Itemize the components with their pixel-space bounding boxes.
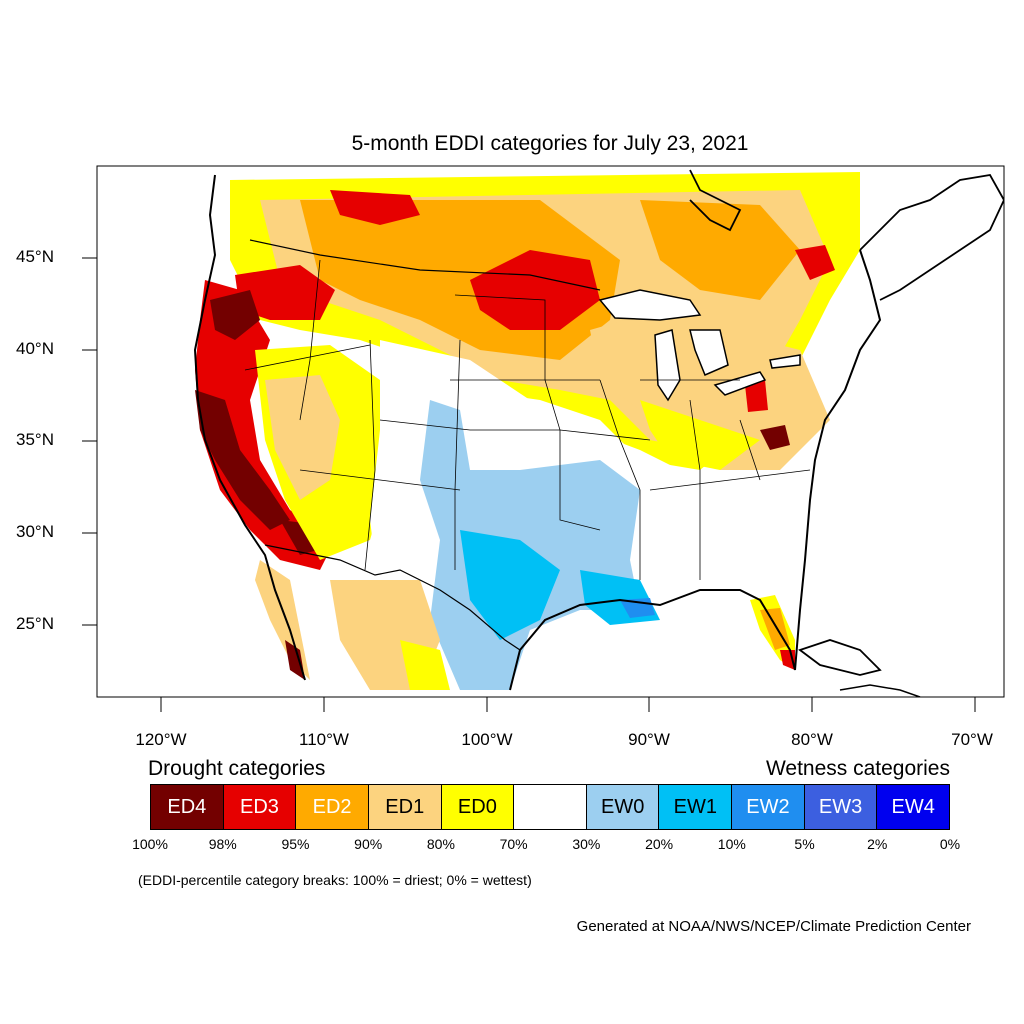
drought-categories-heading: Drought categories xyxy=(148,757,326,780)
region-ed2-florida xyxy=(760,608,790,650)
coastline-gulf xyxy=(509,589,796,691)
coastline-maritime xyxy=(859,174,1004,301)
lat-label: 30°N xyxy=(16,522,54,541)
legend-percentile-label: 5% xyxy=(794,836,815,852)
legend-category-normal xyxy=(514,785,587,829)
lon-label: 80°W xyxy=(791,730,833,749)
legend-percentile-label: 90% xyxy=(354,836,383,852)
lat-ticks xyxy=(82,257,97,626)
legend-category-ed3: ED3 xyxy=(223,785,297,829)
region-ed0-midwest xyxy=(640,400,760,470)
credit-line: Generated at NOAA/NWS/NCEP/Climate Predi… xyxy=(576,918,971,935)
legend-percentile-label: 0% xyxy=(939,836,961,852)
coastline-yucatan xyxy=(839,684,921,697)
lake-michigan xyxy=(654,329,681,402)
coastline-west xyxy=(193,174,306,681)
legend-category-ed0: ED0 xyxy=(441,785,515,829)
lat-label: 45°N xyxy=(16,247,54,266)
legend-percentile-label: 95% xyxy=(281,836,310,852)
lat-label: 35°N xyxy=(16,430,54,449)
coastline-hudson xyxy=(689,169,742,232)
border-canada xyxy=(249,239,601,291)
lake-superior xyxy=(598,289,702,321)
region-ed1-greatbasin xyxy=(265,375,340,500)
coastline-cuba xyxy=(798,639,882,676)
region-ed4-oregon xyxy=(210,290,260,340)
region-ed3-ohio xyxy=(745,380,768,412)
region-ed3-canada xyxy=(330,190,420,225)
lake-huron xyxy=(689,329,729,376)
region-ed0-mexico xyxy=(400,640,450,690)
lon-label: 90°W xyxy=(628,730,670,749)
region-ed2-northeast xyxy=(640,200,800,300)
lon-label: 70°W xyxy=(951,730,993,749)
lon-ticks xyxy=(160,697,976,712)
region-ew1-texas xyxy=(460,530,560,640)
legend-percentile-label: 100% xyxy=(132,836,168,852)
legend-category-ew1: EW1 xyxy=(659,785,733,829)
region-ed4-california xyxy=(195,390,290,530)
region-ed3-ontario xyxy=(795,245,835,280)
lon-label: 100°W xyxy=(461,730,513,749)
lon-label: 120°W xyxy=(135,730,187,749)
legend-percentile-label: 70% xyxy=(499,836,528,852)
coastline-east xyxy=(794,249,882,671)
category-note: (EDDI-percentile category breaks: 100% =… xyxy=(138,872,532,888)
legend-percentile-label: 10% xyxy=(717,836,746,852)
legend-percentile-label: 2% xyxy=(867,836,888,852)
border-mexico xyxy=(264,544,521,651)
legend-percentile-label: 20% xyxy=(645,836,674,852)
legend-percentile-label: 98% xyxy=(208,836,237,852)
lake-erie xyxy=(713,371,767,396)
region-ed3-northwest xyxy=(235,265,335,320)
lon-label: 110°W xyxy=(299,730,349,749)
legend-category-ed2: ED2 xyxy=(296,785,369,829)
lat-label: 40°N xyxy=(16,339,54,358)
legend-category-ed1: ED1 xyxy=(368,785,442,829)
legend-colorbar: ED4 ED3 ED2 ED1 ED0 EW0 EW1 EW2 EW3 EW4 xyxy=(150,784,950,830)
legend-category-ed4: ED4 xyxy=(151,785,224,829)
legend-category-ew2: EW2 xyxy=(732,785,805,829)
region-ew0-southcentral xyxy=(420,400,640,690)
map-frame xyxy=(96,165,1005,698)
lake-ontario xyxy=(769,354,801,369)
legend-category-ew4: EW4 xyxy=(877,785,950,829)
region-ed3-virginia xyxy=(760,425,790,450)
legend-category-ew3: EW3 xyxy=(804,785,878,829)
region-ed3-baja xyxy=(285,640,305,680)
legend-percentile-label: 80% xyxy=(426,836,455,852)
legend-category-ew0: EW0 xyxy=(586,785,660,829)
legend-percentiles: 100% 98% 95% 90% 80% 70% 30% 20% 10% 5% 2% 0% xyxy=(132,836,960,856)
lat-label: 25°N xyxy=(16,614,54,633)
region-ed3-dakotas xyxy=(470,250,600,330)
map-title: 5-month EDDI categories for July 23, 202… xyxy=(351,132,749,155)
legend-percentile-label: 30% xyxy=(572,836,601,852)
state-boundaries xyxy=(244,259,811,580)
wetness-categories-heading: Wetness categories xyxy=(765,757,950,780)
